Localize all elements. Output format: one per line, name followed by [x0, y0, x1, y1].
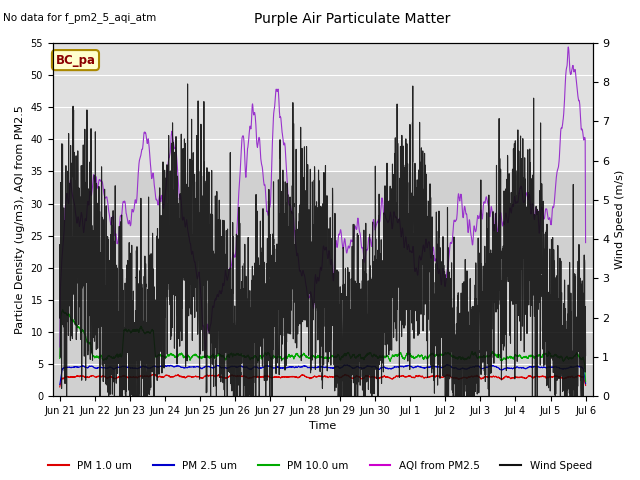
Y-axis label: Particle Density (ug/m3), AQI from PM2.5: Particle Density (ug/m3), AQI from PM2.5 — [15, 105, 25, 334]
Y-axis label: Wind Speed (m/s): Wind Speed (m/s) — [615, 170, 625, 269]
X-axis label: Time: Time — [309, 421, 336, 432]
Bar — [52, 171, 593, 396]
Text: BC_pa: BC_pa — [56, 54, 95, 67]
Text: Purple Air Particulate Matter: Purple Air Particulate Matter — [254, 12, 450, 26]
Bar — [52, 43, 593, 171]
Legend: PM 1.0 um, PM 2.5 um, PM 10.0 um, AQI from PM2.5, Wind Speed: PM 1.0 um, PM 2.5 um, PM 10.0 um, AQI fr… — [44, 456, 596, 475]
Text: No data for f_pm2_5_aqi_atm: No data for f_pm2_5_aqi_atm — [3, 12, 156, 23]
